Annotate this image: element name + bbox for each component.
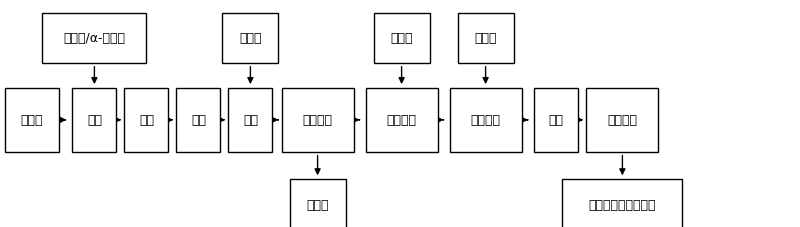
Text: 玉米粉: 玉米粉 (21, 114, 43, 127)
Bar (366, 89, 438, 152)
Text: 冷却: 冷却 (191, 114, 206, 127)
Bar (42, 14, 146, 64)
Bar (282, 89, 354, 152)
Bar (450, 89, 522, 152)
Text: 脂肪水解: 脂肪水解 (386, 114, 417, 127)
Text: 糖化: 糖化 (243, 114, 258, 127)
Bar (562, 179, 682, 227)
Text: 液化: 液化 (139, 114, 154, 127)
Bar (229, 89, 272, 152)
Bar (586, 89, 658, 152)
Text: 脂肪分离: 脂肪分离 (302, 114, 333, 127)
Text: 蛋白水解: 蛋白水解 (470, 114, 501, 127)
Text: 蛋白酶: 蛋白酶 (474, 32, 497, 45)
Text: 调浆: 调浆 (87, 114, 102, 127)
Bar (534, 89, 578, 152)
Bar (72, 89, 116, 152)
Text: 发酵用含氮淀粉糖浆: 发酵用含氮淀粉糖浆 (589, 198, 656, 211)
Text: 加热: 加热 (549, 114, 563, 127)
Text: 过滤浓缩: 过滤浓缩 (607, 114, 638, 127)
Bar (125, 89, 169, 152)
Bar (458, 14, 514, 64)
Text: 糖化酶: 糖化酶 (239, 32, 262, 45)
Bar (290, 179, 346, 227)
Text: 玉米油: 玉米油 (306, 198, 329, 211)
Bar (374, 14, 430, 64)
Text: 脂肪酶: 脂肪酶 (390, 32, 413, 45)
Text: 氯化钙/α-淀粉酶: 氯化钙/α-淀粉酶 (63, 32, 126, 45)
Bar (176, 89, 221, 152)
Bar (5, 89, 59, 152)
Bar (222, 14, 278, 64)
